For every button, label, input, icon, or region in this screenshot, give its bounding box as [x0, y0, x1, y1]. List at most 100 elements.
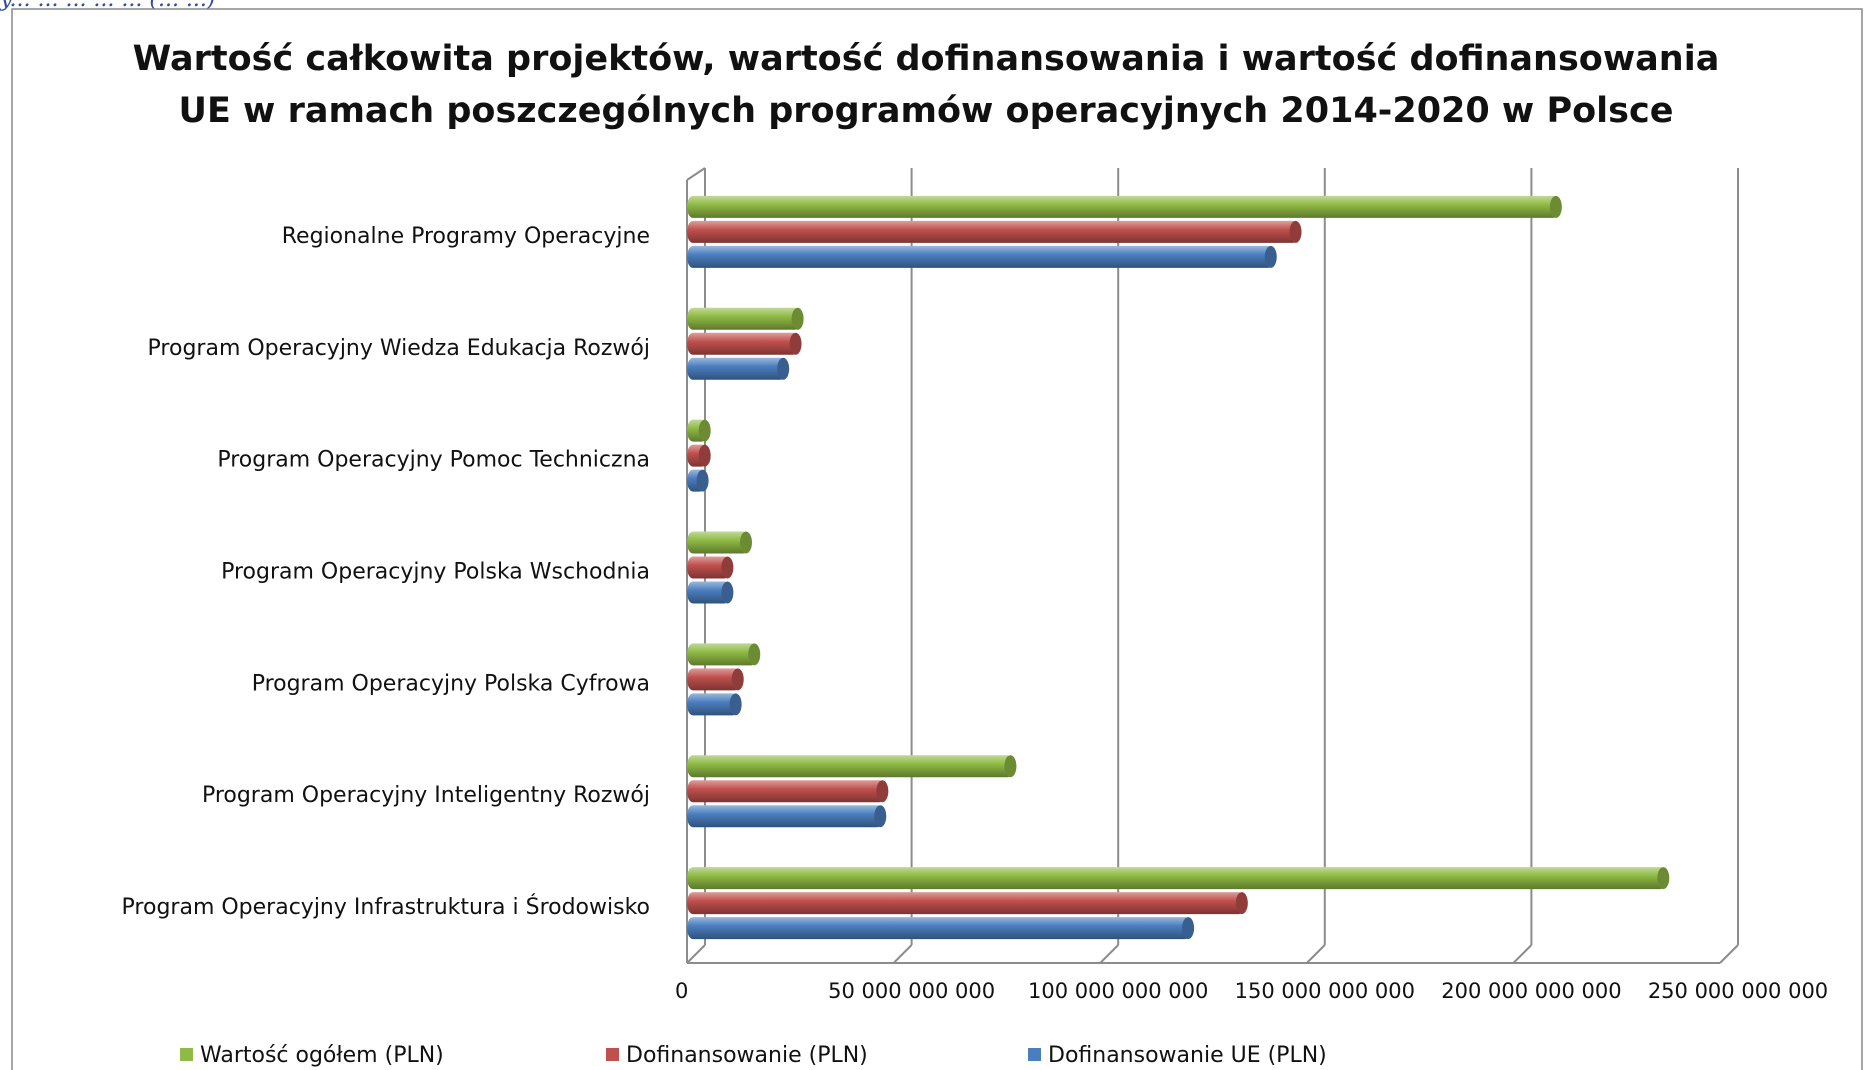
chart-border — [11, 8, 1863, 1070]
bar-cap — [739, 531, 752, 554]
bar-dofinansowanie-ue-pln-program-operacyjny-polska-cyfrowa — [687, 693, 742, 716]
bar-wartosc-ogolem-pln-program-operacyjny-infrastruktura-i-srodowisko — [687, 867, 1670, 890]
bar-dofinansowanie-pln-program-operacyjny-polska-cyfrowa — [687, 668, 744, 691]
x-tick-label: 100 000 000 000 — [1028, 979, 1208, 1003]
bar-body — [687, 357, 787, 380]
legend-item-wartosc-ogolem-pln: Wartość ogółem (PLN) — [180, 1043, 444, 1068]
y-axis-depth — [686, 167, 706, 181]
bar-body — [687, 220, 1299, 243]
x-tick-label: 250 000 000 000 — [1648, 979, 1828, 1003]
bar-cap — [731, 668, 744, 691]
bar-body — [687, 917, 1192, 940]
legend: Wartość ogółem (PLN) Dofinansowanie (PLN)… — [180, 1043, 1327, 1068]
bar-cap — [721, 581, 734, 604]
axes — [686, 167, 1720, 964]
bar-cap — [748, 643, 761, 666]
bar-dofinansowanie-ue-pln-program-operacyjny-polska-wschodnia — [687, 581, 734, 604]
bar-dofinansowanie-pln-regionalne-programy-operacyjne — [687, 220, 1302, 243]
bar-cap — [1289, 220, 1302, 243]
bar-wartosc-ogolem-pln-regionalne-programy-operacyjne — [687, 195, 1562, 218]
bar-dofinansowanie-ue-pln-program-operacyjny-wiedza-edukacja-rozwoj — [687, 357, 790, 380]
gridline-floor — [1306, 944, 1326, 964]
gridline-floor — [1099, 944, 1119, 964]
x-tick-label: 0 — [675, 979, 688, 1003]
bar-cap — [721, 556, 734, 579]
chart-title-line-2: UE w ramach poszczególnych programów ope… — [179, 91, 1674, 131]
bar-body — [687, 332, 799, 355]
bar-wartosc-ogolem-pln-program-operacyjny-polska-cyfrowa — [687, 643, 761, 666]
bar-body — [687, 556, 731, 579]
legend-item-dofinansowanie-ue-pln: Dofinansowanie UE (PLN) — [1028, 1043, 1327, 1068]
gridline-floor — [1512, 944, 1533, 964]
x-tick-label: 50 000 000 000 — [828, 979, 995, 1003]
bar-cap — [1549, 195, 1562, 218]
category-label-program-operacyjny-polska-cyfrowa: Program Operacyjny Polska Cyfrowa — [252, 671, 650, 696]
bar-body — [687, 693, 739, 716]
bar-body — [687, 643, 758, 666]
category-label-program-operacyjny-pomoc-techniczna: Program Operacyjny Pomoc Techniczna — [217, 448, 650, 473]
gridline-floor — [892, 944, 913, 964]
bar-dofinansowanie-pln-program-operacyjny-infrastruktura-i-srodowisko — [687, 892, 1248, 915]
gridlines — [686, 168, 1739, 964]
bar-cap — [698, 444, 711, 467]
bar-cap — [1182, 917, 1195, 940]
bar-body — [687, 531, 749, 554]
bar-cap — [729, 693, 742, 716]
bar-body — [687, 668, 741, 691]
legend-label: Wartość ogółem (PLN) — [200, 1043, 444, 1068]
bar-cap — [874, 805, 887, 828]
x-tick-label: 200 000 000 000 — [1441, 979, 1621, 1003]
chart-title-line-1: Wartość całkowita projektów, wartość dof… — [133, 39, 1720, 79]
category-label-program-operacyjny-infrastruktura-i-srodowisko: Program Operacyjny Infrastruktura i Środ… — [122, 894, 650, 920]
bar-cap — [1235, 892, 1248, 915]
document-header-fragment: y... ... ... ... ... (... ...) — [0, 0, 216, 12]
bar-body — [687, 867, 1667, 890]
category-label-program-operacyjny-wiedza-edukacja-rozwoj: Program Operacyjny Wiedza Edukacja Rozwó… — [148, 336, 650, 361]
chart-title: Wartość całkowita projektów, wartość dof… — [133, 39, 1720, 131]
legend-swatch — [1028, 1048, 1041, 1061]
x-tick-labels: 0 50 000 000 000 100 000 000 000 150 000 00… — [675, 979, 1828, 1003]
bar-cap — [1004, 755, 1017, 778]
bar-dofinansowanie-pln-program-operacyjny-pomoc-techniczna — [687, 444, 711, 467]
bar-body — [687, 581, 731, 604]
bar-cap — [789, 332, 802, 355]
bars — [687, 195, 1670, 940]
legend-item-dofinansowanie-pln: Dofinansowanie (PLN) — [606, 1043, 868, 1068]
gridline-floor — [1719, 944, 1739, 964]
bar-dofinansowanie-pln-program-operacyjny-polska-wschodnia — [687, 556, 734, 579]
bar-dofinansowanie-ue-pln-regionalne-programy-operacyjne — [687, 245, 1277, 268]
category-labels: Regionalne Programy Operacyjne Program Op… — [122, 224, 650, 920]
legend-label: Dofinansowanie (PLN) — [626, 1043, 868, 1068]
bar-cap — [1264, 245, 1277, 268]
legend-swatch — [606, 1048, 619, 1061]
bar-dofinansowanie-pln-program-operacyjny-inteligentny-rozwoj — [687, 780, 889, 803]
bar-cap — [1657, 867, 1670, 890]
bar-cap — [698, 419, 711, 442]
bar-wartosc-ogolem-pln-program-operacyjny-polska-wschodnia — [687, 531, 752, 554]
category-label-regionalne-programy-operacyjne: Regionalne Programy Operacyjne — [282, 224, 650, 249]
bar-cap — [696, 469, 709, 492]
bar-wartosc-ogolem-pln-program-operacyjny-pomoc-techniczna — [687, 419, 711, 442]
x-tick-label: 150 000 000 000 — [1235, 979, 1415, 1003]
bar-body — [687, 805, 884, 828]
bar-cap — [777, 357, 790, 380]
bar-body — [687, 195, 1559, 218]
bar-body — [687, 892, 1245, 915]
category-label-program-operacyjny-inteligentny-rozwoj: Program Operacyjny Inteligentny Rozwój — [202, 783, 650, 808]
bar-cap — [791, 307, 804, 330]
bar-cap — [876, 780, 889, 803]
bar-dofinansowanie-ue-pln-program-operacyjny-inteligentny-rozwoj — [687, 805, 887, 828]
bar-dofinansowanie-ue-pln-program-operacyjny-infrastruktura-i-srodowisko — [687, 917, 1195, 940]
bar-wartosc-ogolem-pln-program-operacyjny-wiedza-edukacja-rozwoj — [687, 307, 804, 330]
bar-wartosc-ogolem-pln-program-operacyjny-inteligentny-rozwoj — [687, 755, 1017, 778]
legend-swatch — [180, 1048, 193, 1061]
legend-label: Dofinansowanie UE (PLN) — [1048, 1043, 1327, 1068]
bar-body — [687, 780, 886, 803]
gridline-floor — [686, 944, 706, 964]
bar-dofinansowanie-ue-pln-program-operacyjny-pomoc-techniczna — [687, 469, 709, 492]
bar-body — [687, 755, 1014, 778]
bar-dofinansowanie-pln-program-operacyjny-wiedza-edukacja-rozwoj — [687, 332, 802, 355]
bar-body — [687, 307, 801, 330]
bar-body — [687, 245, 1274, 268]
